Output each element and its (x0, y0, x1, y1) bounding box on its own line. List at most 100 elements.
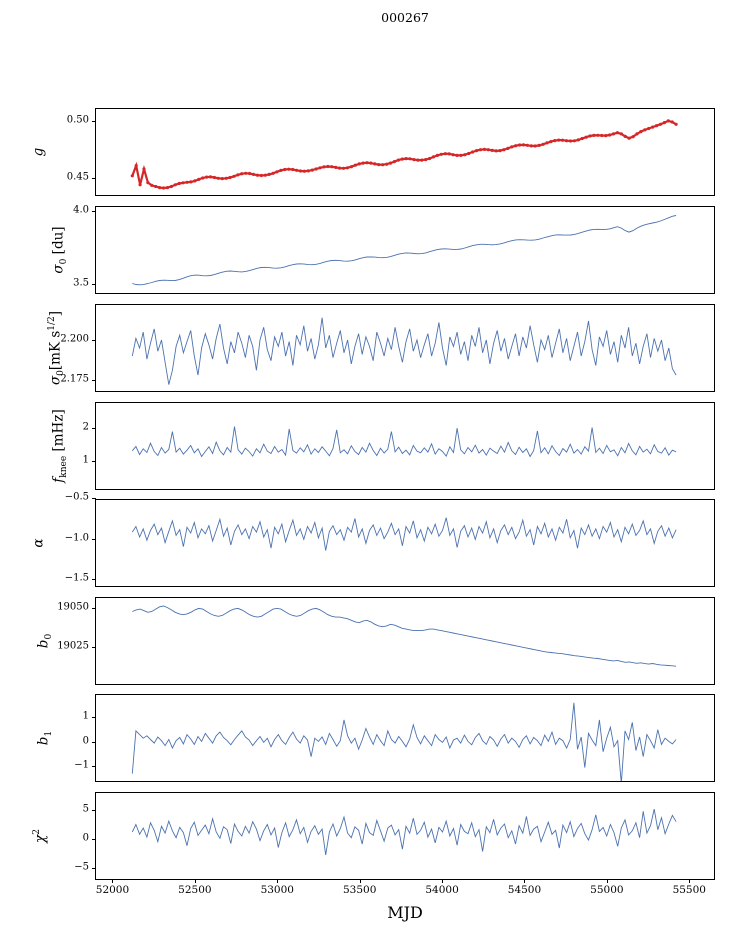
y-tick-mark (92, 766, 96, 768)
series-marker (283, 167, 287, 172)
series-marker (596, 133, 600, 137)
x-tick-label: 54500 (507, 884, 542, 896)
y-tick-mark (92, 647, 96, 649)
y-tick-mark (92, 717, 96, 719)
series-marker (627, 136, 631, 140)
series-marker (287, 167, 291, 171)
series-marker (494, 149, 498, 153)
series-marker (236, 173, 240, 177)
y-tick-mark (92, 178, 96, 180)
series-marker (232, 174, 236, 178)
series-marker (561, 138, 565, 142)
series-marker (651, 125, 655, 129)
series-marker (244, 171, 248, 175)
series-marker (291, 167, 295, 172)
series-marker (529, 144, 533, 148)
x-tick-label: 54000 (425, 884, 459, 896)
x-tick-label: 55000 (590, 884, 624, 896)
subplot-sigma0-du: 4.0 3.5 (73, 205, 715, 294)
plot-area (132, 605, 677, 667)
series-marker (600, 133, 604, 138)
series-marker (361, 161, 365, 165)
series-marker (173, 183, 177, 187)
x-tick-mark (689, 879, 691, 883)
plot-area (131, 702, 677, 781)
y-tick-label: −5 (74, 861, 89, 873)
series-marker (662, 121, 667, 125)
y-tick-label: −0.5 (64, 491, 89, 503)
series-marker (408, 157, 412, 161)
series-marker (357, 162, 361, 166)
series-marker (541, 142, 545, 146)
y-tick-label: 5 (82, 803, 89, 815)
subplot-alpha: −0.5 −1.0 −1.5 (65, 492, 715, 587)
series-marker (181, 181, 185, 185)
series-marker (619, 132, 623, 136)
series-line (131, 702, 677, 781)
y-tick-label: 0 (82, 832, 89, 844)
y-tick-mark (92, 578, 96, 580)
series-marker (295, 168, 299, 172)
series-marker (670, 120, 674, 124)
series-marker (553, 139, 557, 143)
series-marker (216, 176, 220, 180)
series-marker (635, 132, 639, 136)
series-marker (185, 180, 189, 184)
figure-title: 000267 (381, 10, 429, 25)
series-marker (510, 145, 514, 149)
series-marker (658, 122, 663, 126)
series-marker (506, 146, 510, 150)
series-marker (525, 143, 529, 147)
series-marker (588, 134, 592, 138)
x-tick-mark (194, 879, 196, 883)
series-marker (353, 163, 357, 167)
series-marker (302, 169, 306, 173)
series-marker (255, 173, 260, 177)
series-marker (631, 135, 635, 139)
y-axis-label-sigma0-mk: σ0[mK s1/2] (46, 310, 67, 386)
y-tick-label: −1.5 (64, 572, 89, 584)
plot-area (131, 809, 677, 855)
series-marker (334, 165, 338, 169)
y-tick-label: 0.50 (66, 114, 89, 126)
y-tick-mark (92, 498, 96, 500)
series-marker (580, 136, 584, 141)
series-marker (400, 157, 404, 161)
series-marker (381, 163, 385, 167)
series-marker (498, 149, 502, 153)
series-marker (162, 186, 166, 190)
series-line (131, 517, 677, 551)
series-marker (349, 165, 353, 169)
series-marker (623, 134, 627, 138)
x-tick-mark (112, 879, 114, 883)
x-tick-mark (606, 879, 608, 883)
series-marker (365, 161, 369, 165)
subplot-b1: 1 0 −1 (74, 694, 715, 782)
y-tick-label: 2 (82, 421, 89, 433)
series-marker (490, 148, 494, 152)
series-marker (424, 158, 428, 162)
series-marker (248, 171, 252, 176)
series-marker (592, 133, 596, 137)
y-tick-label: 3.5 (73, 277, 89, 289)
series-marker (643, 128, 647, 132)
series-marker (130, 174, 134, 178)
y-axis-label-b0: b0 (35, 633, 55, 649)
y-tick-label: 19025 (57, 640, 89, 652)
y-tick-label: 2.175 (60, 373, 89, 385)
series-marker (471, 150, 475, 154)
series-marker (271, 171, 275, 175)
series-marker (459, 153, 463, 157)
series-marker (674, 122, 678, 126)
series-marker (447, 152, 451, 156)
y-axis-label-alpha: α (30, 538, 47, 548)
series-line (132, 215, 677, 286)
series-marker (345, 166, 349, 170)
y-tick-mark (92, 428, 96, 430)
series-marker (572, 139, 576, 143)
series-marker (478, 148, 483, 152)
series-marker (443, 152, 447, 156)
y-tick-mark (92, 340, 96, 342)
plot-area (130, 119, 678, 190)
series-marker (310, 168, 314, 172)
